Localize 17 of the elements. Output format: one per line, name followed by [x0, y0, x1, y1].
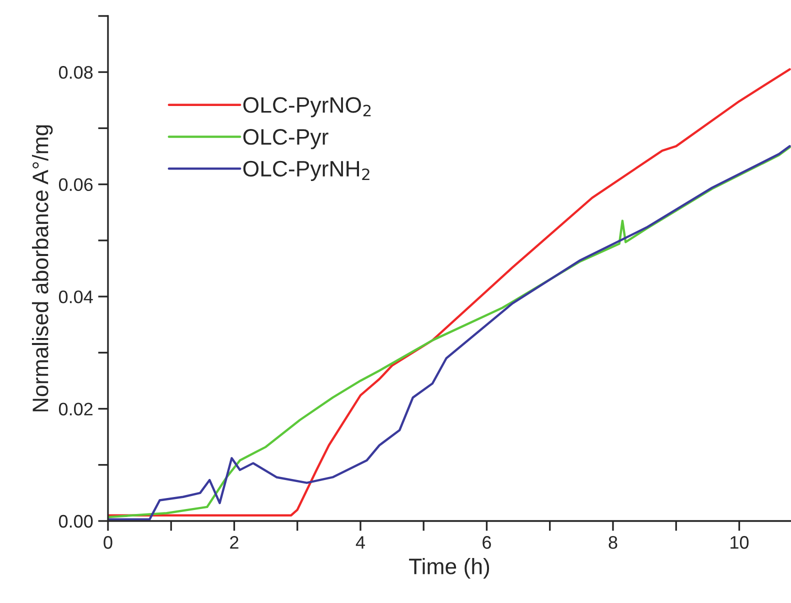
y-tick-label: 0.06 [58, 178, 93, 192]
line-series [108, 68, 791, 516]
x-tick-label: 10 [730, 536, 749, 549]
x-tick-label: 8 [608, 536, 618, 549]
y-tick-label: 0.02 [58, 402, 92, 416]
y-tick-label: 0.08 [58, 66, 93, 79]
x-tick-label: 0 [104, 536, 112, 549]
x-axis-title: Time (h) [409, 558, 490, 579]
legend-label: OLC-PyrNH$_{2}$ [243, 160, 370, 181]
x-tick-label: 6 [482, 536, 491, 549]
y-axis-title: Normalised aborbance A°/mg [32, 125, 53, 412]
y-tick-label: 0.04 [58, 290, 93, 304]
y-tick-label: 0.00 [58, 514, 93, 528]
legend-label: OLC-PyrNO$_{2}$ [243, 97, 371, 118]
x-tick-label: 2 [230, 536, 238, 549]
x-tick-label: 4 [356, 536, 365, 549]
legend-label: OLC-Pyr [243, 129, 328, 150]
